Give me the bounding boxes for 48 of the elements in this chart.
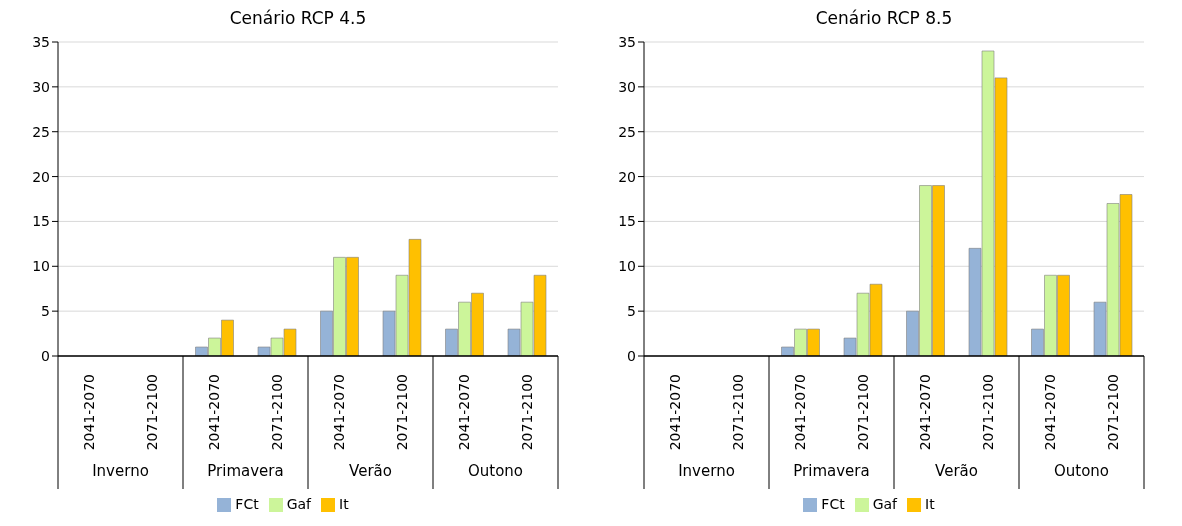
y-tick-label: 30 (32, 78, 50, 95)
x-tick-label: 2071-2100 (729, 374, 746, 451)
y-tick-label: 0 (627, 347, 636, 364)
y-tick-label: 0 (41, 347, 50, 364)
chart-title: Cenário RCP 8.5 (814, 8, 954, 30)
y-tick-label: 15 (32, 213, 50, 230)
x-tick-label: 2071-2100 (143, 374, 160, 451)
x-tick-label: 2041-2070 (81, 374, 98, 451)
x-tick-label: 2041-2070 (917, 374, 934, 451)
y-tick-label: 20 (618, 168, 636, 185)
x-tick-label: 2041-2070 (1042, 374, 1059, 451)
x-tick-label: 2071-2100 (268, 374, 285, 451)
x-tick-label: 2071-2100 (854, 374, 871, 451)
x-tick-label: 2041-2070 (667, 374, 684, 451)
text: Verão (349, 462, 392, 480)
legend-label: FCt (235, 496, 259, 512)
y-tick-label: 10 (618, 258, 636, 275)
y-tick-label: 30 (618, 78, 636, 95)
legend-label: It (925, 496, 935, 512)
legend-label: Gaf (286, 496, 312, 512)
y-tick-label: 10 (32, 258, 50, 275)
x-tick-label: 2041-2070 (456, 374, 473, 451)
y-tick-label: 35 (32, 33, 50, 50)
x-tick-label: 2071-2100 (393, 374, 410, 451)
text: Primavera (207, 462, 284, 480)
y-tick-label: 35 (618, 33, 636, 50)
legend-label: Gaf (872, 496, 898, 512)
legend-label: It (339, 496, 349, 512)
x-tick-label: 2071-2100 (518, 374, 535, 451)
text: Inverno (92, 462, 149, 480)
x-tick-label: 2041-2070 (331, 374, 348, 451)
text: Verão (935, 462, 978, 480)
y-tick-label: 15 (618, 213, 636, 230)
x-tick-label: 2041-2070 (206, 374, 223, 451)
y-tick-label: 5 (41, 303, 50, 320)
text: Outono (1053, 462, 1110, 480)
y-tick-label: 25 (32, 123, 50, 140)
legend-label: FCt (821, 496, 845, 512)
y-tick-label: 5 (627, 303, 636, 320)
x-tick-label: 2041-2070 (792, 374, 809, 451)
y-tick-label: 20 (32, 168, 50, 185)
x-tick-label: 2071-2100 (979, 374, 996, 451)
text: Primavera (793, 462, 870, 480)
chart-title: Cenário RCP 4.5 (228, 8, 368, 30)
text: Inverno (678, 462, 735, 480)
y-tick-label: 25 (618, 123, 636, 140)
text: Outono (467, 462, 524, 480)
x-tick-label: 2071-2100 (1104, 374, 1121, 451)
